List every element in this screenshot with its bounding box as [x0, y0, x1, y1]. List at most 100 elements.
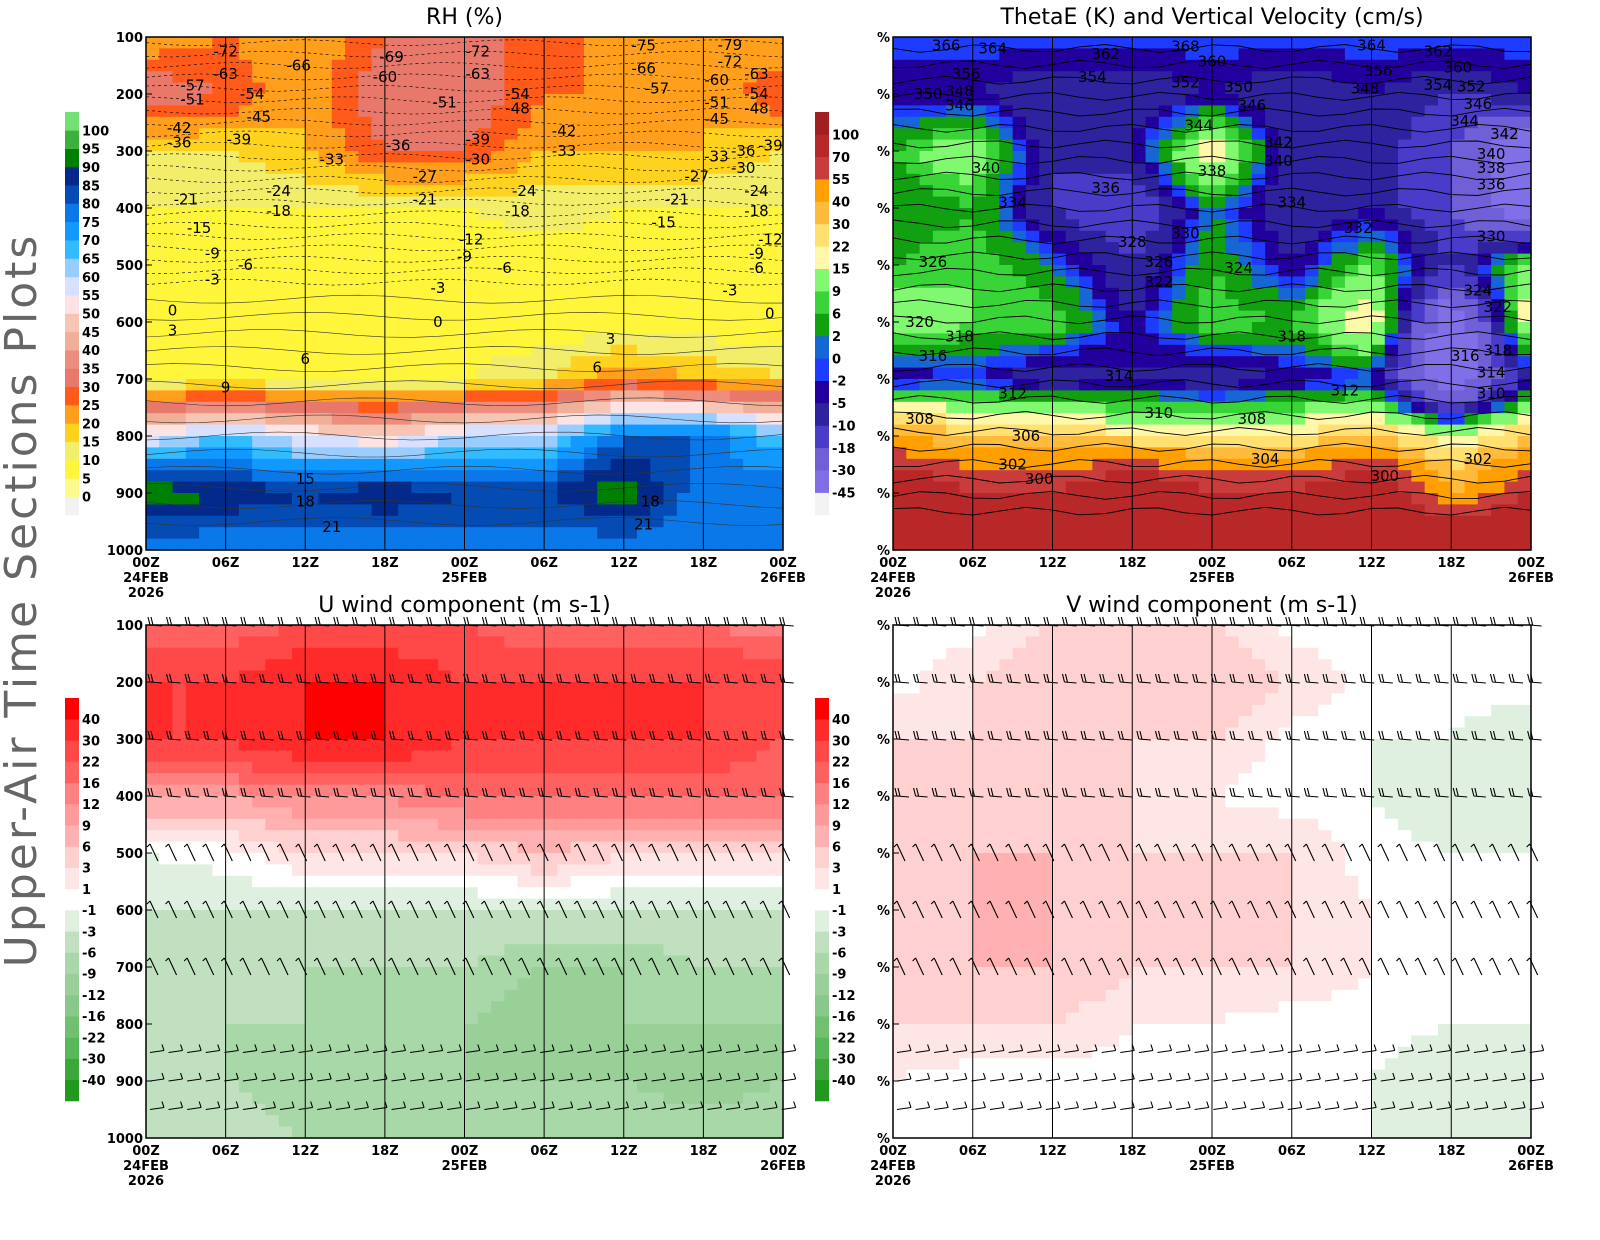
- contour-label: -72: [466, 42, 491, 60]
- field-cell: [425, 208, 439, 220]
- contour-label: 338: [1198, 162, 1227, 180]
- field-cell: [279, 299, 293, 311]
- field-cell: [1318, 174, 1332, 186]
- field-cell: [986, 265, 1000, 277]
- field-cell: [743, 48, 757, 60]
- field-cell: [252, 288, 266, 300]
- field-cell: [226, 94, 240, 106]
- field-cell: [677, 83, 691, 95]
- field-cell: [252, 368, 266, 380]
- field-cell: [1451, 390, 1465, 402]
- field-cell: [1212, 37, 1226, 49]
- field-cell: [1185, 539, 1199, 551]
- field-cell: [664, 539, 678, 551]
- field-cell: [1318, 94, 1332, 106]
- field-cell: [1212, 527, 1226, 539]
- field-cell: [1491, 425, 1505, 437]
- contour-label: -36: [167, 133, 192, 151]
- field-cell: [743, 311, 757, 323]
- field-cell: [1239, 493, 1253, 505]
- field-cell: [664, 254, 678, 266]
- contour-label: 334: [1277, 193, 1306, 211]
- field-cell: [345, 128, 359, 140]
- year-label: 2026: [128, 586, 164, 601]
- field-cell: [411, 504, 425, 516]
- colorbar-label: 80: [82, 198, 100, 213]
- field-cell: [1039, 436, 1053, 448]
- field-cell: [650, 105, 664, 117]
- field-cell: [1026, 94, 1040, 106]
- field-cell: [518, 425, 532, 437]
- field-cell: [637, 208, 651, 220]
- field-cell: [557, 231, 571, 243]
- field-cell: [252, 527, 266, 539]
- field-cell: [239, 682, 253, 694]
- field-cell: [1332, 162, 1346, 174]
- field-cell: [973, 276, 987, 288]
- colorbar-label: -5: [832, 397, 846, 412]
- field-cell: [999, 276, 1013, 288]
- field-cell: [973, 539, 987, 551]
- field-cell: [279, 648, 293, 660]
- field-cell: [1212, 197, 1226, 209]
- field-cell: [1265, 174, 1279, 186]
- field-cell: [173, 527, 187, 539]
- field-cell: [305, 117, 319, 129]
- field-cell: [239, 659, 253, 671]
- field-cell: [1199, 356, 1213, 368]
- y-tick-label: 100: [116, 31, 143, 46]
- field-cell: [478, 636, 492, 648]
- field-cell: [465, 648, 479, 660]
- field-cell: [1053, 174, 1067, 186]
- field-cell: [959, 48, 973, 60]
- field-cell: [1252, 322, 1266, 334]
- field-cell: [624, 288, 638, 300]
- field-cell: [571, 425, 585, 437]
- field-cell: [226, 693, 240, 705]
- field-cell: [1079, 288, 1093, 300]
- field-cell: [756, 333, 770, 345]
- field-cell: [265, 322, 279, 334]
- field-cell: [186, 288, 200, 300]
- field-cell: [1239, 276, 1253, 288]
- field-cell: [743, 671, 757, 683]
- field-cell: [664, 311, 678, 323]
- field-cell: [1465, 539, 1479, 551]
- field-cell: [1385, 151, 1399, 163]
- field-cell: [186, 413, 200, 425]
- field-cell: [438, 436, 452, 448]
- field-cell: [438, 231, 452, 243]
- contour-label: -33: [704, 148, 729, 166]
- field-cell: [973, 94, 987, 106]
- field-cell: [226, 117, 240, 129]
- field-cell: [946, 311, 960, 323]
- field-cell: [504, 413, 518, 425]
- field-cell: [173, 671, 187, 683]
- field-cell: [226, 682, 240, 694]
- field-cell: [358, 37, 372, 49]
- field-cell: [491, 402, 505, 414]
- field-cell: [1438, 265, 1452, 277]
- field-cell: [186, 345, 200, 357]
- field-cell: [906, 516, 920, 528]
- field-cell: [584, 117, 598, 129]
- field-cell: [610, 254, 624, 266]
- field-cell: [411, 117, 425, 129]
- field-cell: [345, 625, 359, 637]
- field-cell: [650, 265, 664, 277]
- field-cell: [584, 83, 598, 95]
- field-cell: [345, 140, 359, 152]
- field-cell: [664, 527, 678, 539]
- field-cell: [199, 128, 213, 140]
- field-cell: [1318, 527, 1332, 539]
- field-cell: [544, 390, 558, 402]
- field-cell: [159, 356, 173, 368]
- field-cell: [451, 390, 465, 402]
- field-cell: [372, 493, 386, 505]
- field-cell: [358, 413, 372, 425]
- colorbar-box: [65, 130, 79, 149]
- field-cell: [730, 470, 744, 482]
- field-cell: [1225, 356, 1239, 368]
- field-cell: [650, 242, 664, 254]
- field-cell: [906, 174, 920, 186]
